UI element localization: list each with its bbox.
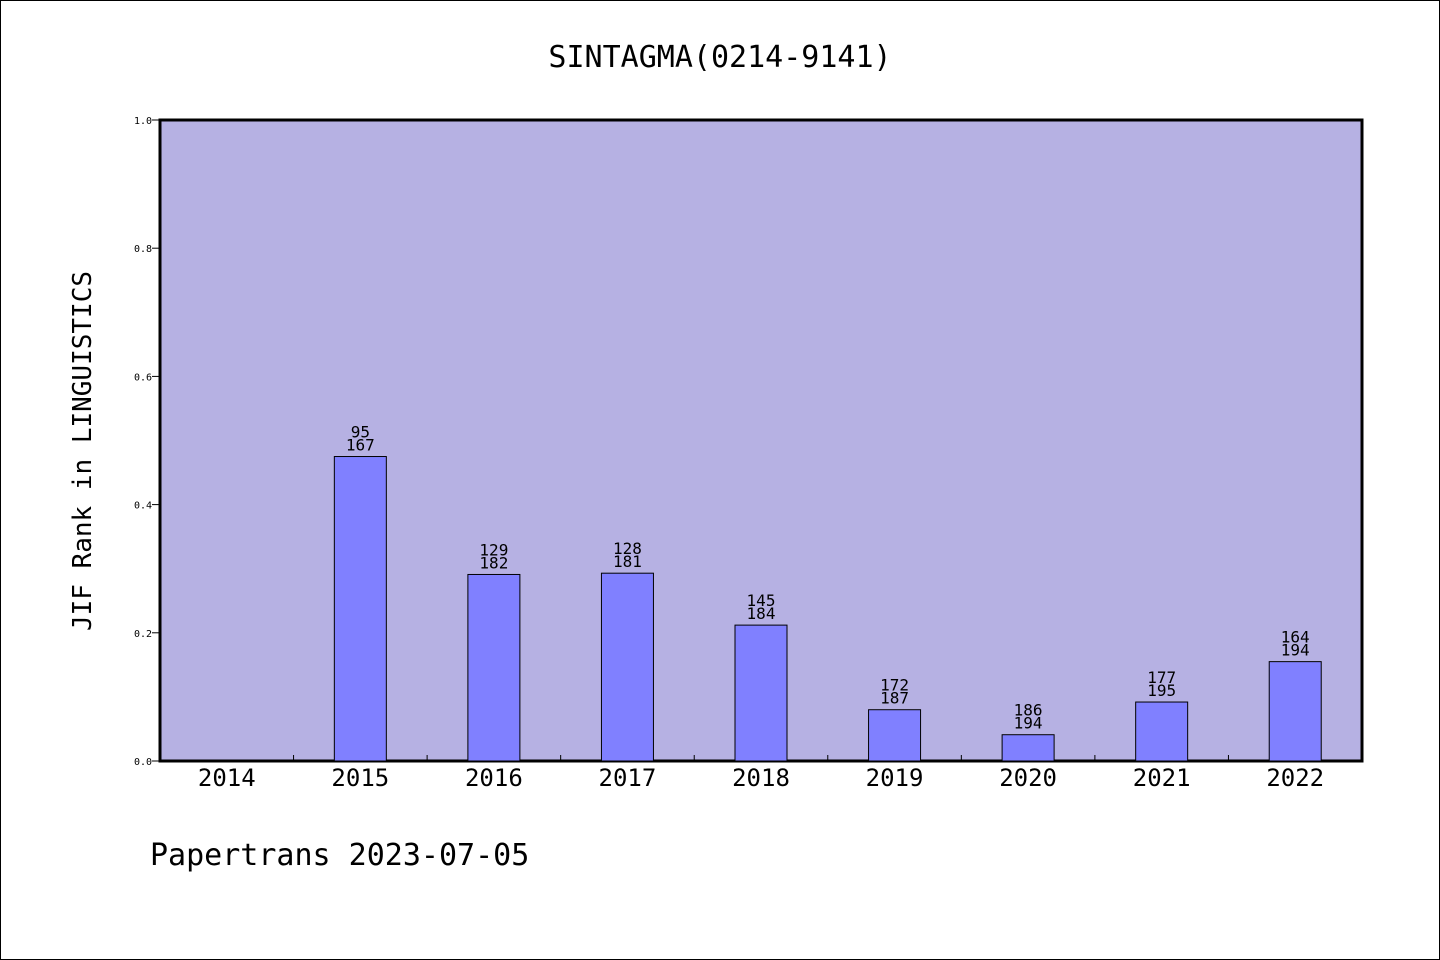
chart-title: SINTAGMA(0214-9141) <box>548 40 891 75</box>
x-tick-label-2021: 2021 <box>1133 764 1191 792</box>
bar-rank-label-2020: 186 <box>1014 701 1043 720</box>
bar-rank-label-2021: 177 <box>1147 668 1176 687</box>
x-tick-label-2017: 2017 <box>599 764 657 792</box>
x-tick-label-2016: 2016 <box>465 764 523 792</box>
footer-text: Papertrans 2023-07-05 <box>150 838 529 873</box>
bar-rank-label-2022: 164 <box>1281 628 1310 647</box>
y-tick-label-1: 0.2 <box>134 629 152 640</box>
y-axis-label: JIF Rank in LINGUISTICS <box>68 271 98 631</box>
x-tick-label-2019: 2019 <box>866 764 924 792</box>
x-tick-label-2022: 2022 <box>1266 764 1324 792</box>
bar-rank-label-2019: 172 <box>880 676 909 695</box>
bar-2018 <box>734 624 788 762</box>
bar-2019 <box>868 709 922 762</box>
bar-rank-label-2016: 129 <box>479 540 508 559</box>
y-tick-label-4: 0.8 <box>134 244 152 255</box>
bar-2021 <box>1135 701 1189 762</box>
bar-rank-label-2017: 128 <box>613 539 642 558</box>
bar-total-label-2016: 182 <box>479 553 508 572</box>
x-tick-label-2020: 2020 <box>999 764 1057 792</box>
bar-rank-label-2018: 145 <box>747 591 776 610</box>
bar-total-label-2020: 194 <box>1014 714 1043 733</box>
bar-total-label-2019: 187 <box>880 689 909 708</box>
x-axis: 2014 2015 2016 2017 2018 2019 2020 2021 2022 <box>198 755 1324 792</box>
bar-total-label-2015: 167 <box>346 436 375 455</box>
y-tick-label-0: 0.0 <box>134 757 152 768</box>
bar-total-label-2018: 184 <box>747 604 776 623</box>
x-tick-label-2015: 2015 <box>331 764 389 792</box>
x-tick-label-2014: 2014 <box>198 764 256 792</box>
bar-2016 <box>467 573 521 762</box>
bar-total-label-2017: 181 <box>613 552 642 571</box>
y-tick-label-2: 0.4 <box>134 501 152 512</box>
bar-total-label-2022: 194 <box>1281 641 1310 660</box>
bars: 9516712918212818114518417218718619417719… <box>333 423 1322 762</box>
y-axis: 0.0 0.2 0.4 0.6 0.8 1.0 <box>134 116 160 768</box>
bar-2017 <box>600 572 654 762</box>
x-tick-label-2018: 2018 <box>732 764 790 792</box>
y-tick-label-3: 0.6 <box>134 372 152 383</box>
bar-2015 <box>333 456 387 762</box>
bar-rank-label-2015: 95 <box>351 423 370 442</box>
bar-2020 <box>1001 734 1055 762</box>
y-tick-label-5: 1.0 <box>134 116 152 127</box>
bar-2022 <box>1268 661 1322 762</box>
bar-total-label-2021: 195 <box>1147 681 1176 700</box>
